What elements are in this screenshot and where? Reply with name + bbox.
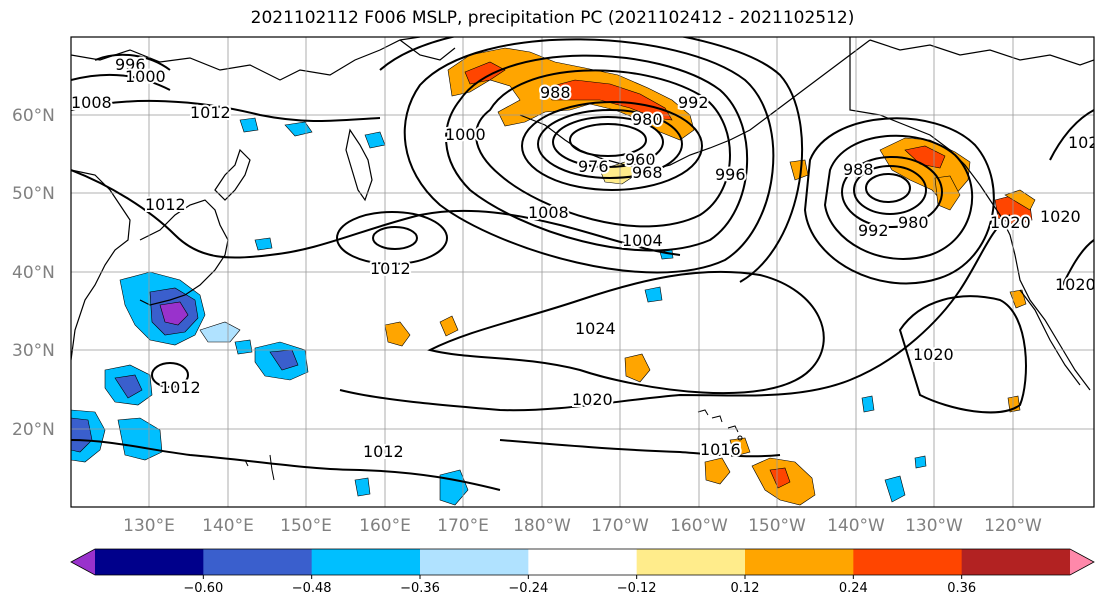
lon-label: 180°W <box>513 516 571 536</box>
colorbar-tick-label: −0.12 <box>617 581 657 596</box>
lon-label: 130°E <box>123 516 175 536</box>
isobar-labels: 996 1000 1008 1012 1000 988 992 980 960 … <box>71 53 1105 463</box>
isobar-label: 992 <box>858 221 889 240</box>
colorbar-segment <box>961 549 1071 575</box>
isobar-label: 1012 <box>145 195 186 214</box>
isobar-label: 1012 <box>363 442 404 461</box>
lon-label: 150°E <box>280 516 332 536</box>
isobar-label: 968 <box>632 163 663 182</box>
colorbar-tick-label: 0.24 <box>839 581 868 596</box>
lon-label: 140°E <box>202 516 254 536</box>
colorbar-segment <box>636 549 746 575</box>
map-frame <box>70 36 1095 508</box>
colorbar-segment <box>311 549 421 575</box>
colorbar-segment <box>528 549 638 575</box>
isobar-label: 1008 <box>71 93 112 112</box>
isobar-label: 1020 <box>1040 207 1081 226</box>
longitude-labels: 130°E 140°E 150°E 160°E 170°E 180°W 170°… <box>123 516 1042 536</box>
lon-label: 140°W <box>827 516 885 536</box>
colorbar-segment <box>95 549 204 575</box>
lon-label: 160°W <box>670 516 728 536</box>
isobar-label: 1012 <box>190 103 231 122</box>
isobar-label: 996 <box>715 165 746 184</box>
isobar-label: 1020 <box>1068 133 1105 152</box>
isobar-label: 1012 <box>370 259 411 278</box>
colorbar-segment <box>203 549 313 575</box>
colorbar-tick-label: −0.48 <box>292 581 332 596</box>
colorbar-tick-label: −0.60 <box>183 581 223 596</box>
isobar-label: 1020 <box>913 345 954 364</box>
lon-label: 130°W <box>905 516 963 536</box>
lat-label: 20°N <box>12 420 55 440</box>
isobar-label: 988 <box>540 83 571 102</box>
lat-label: 30°N <box>12 341 55 361</box>
map-panel: 996 1000 1008 1012 1000 988 992 980 960 … <box>71 37 1105 507</box>
isobar-label: 1016 <box>700 440 741 459</box>
lat-label: 50°N <box>12 184 55 204</box>
latitude-labels: 60°N 50°N 40°N 30°N 20°N <box>12 106 55 440</box>
colorbar-tick-label: 0.12 <box>731 581 760 596</box>
isobars <box>71 37 1094 491</box>
colorbar-extend-low <box>71 549 95 575</box>
map-title: 2021102112 F006 MSLP, precipitation PC (… <box>250 8 855 28</box>
isobar-label: 988 <box>843 160 874 179</box>
isobar-label: 1008 <box>528 203 569 222</box>
lat-label: 40°N <box>12 263 55 283</box>
lon-label: 160°E <box>359 516 411 536</box>
isobar-label: 1004 <box>622 231 663 250</box>
colorbar-tick-label: −0.36 <box>400 581 440 596</box>
lon-label: 170°E <box>437 516 489 536</box>
colorbar-tick-label: −0.24 <box>508 581 548 596</box>
isobar-label: 960 <box>625 150 656 169</box>
isobar-label: 1012 <box>160 378 201 397</box>
isobar-label: 1020 <box>1055 275 1096 294</box>
isobar-label: 992 <box>678 93 709 112</box>
colorbar-extend-high <box>1070 549 1094 575</box>
lon-label: 170°W <box>591 516 649 536</box>
precip-negative-areas <box>71 117 927 506</box>
lon-label: 120°W <box>984 516 1042 536</box>
colorbar-segment <box>745 549 854 575</box>
isobar-label: 1000 <box>125 67 166 86</box>
colorbar-outline <box>70 548 1095 576</box>
lat-label: 60°N <box>12 106 55 126</box>
isobar-label: 996 <box>115 55 146 74</box>
isobar-label: 1024 <box>575 319 616 338</box>
isobar-label: 1000 <box>445 125 486 144</box>
isobar-label: 980 <box>898 213 929 232</box>
colorbar-tick-label: 0.36 <box>947 581 976 596</box>
isobar-label: 980 <box>632 110 663 129</box>
colorbar-segment <box>853 549 963 575</box>
colorbar: −0.60 −0.48 −0.36 −0.24 −0.12 0.12 0.24 0.36 <box>70 548 1095 596</box>
isobar-label: 976 <box>578 157 609 176</box>
lon-label: 150°W <box>748 516 806 536</box>
isobar-label: 1020 <box>572 390 613 409</box>
isobar-label: 1020 <box>990 213 1031 232</box>
colorbar-segment <box>420 549 529 575</box>
